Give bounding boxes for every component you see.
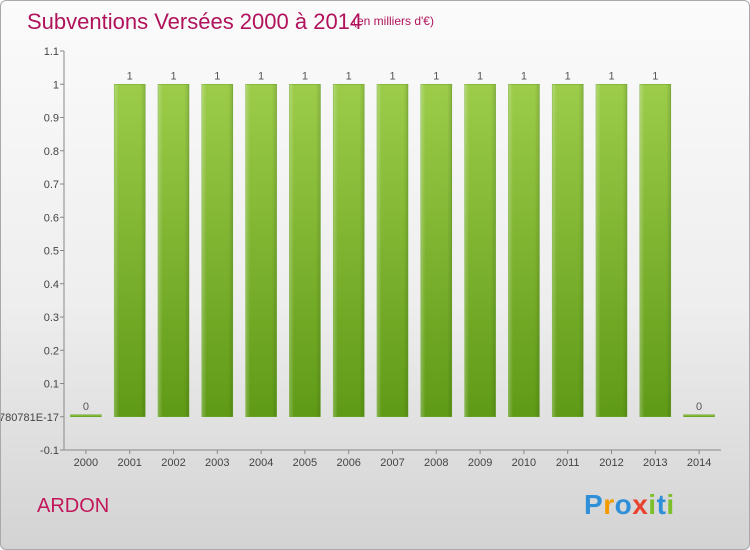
data-label: 1: [258, 70, 264, 82]
y-tick-label: 1.387778780781E-17: [1, 412, 59, 424]
bar-shade: [464, 84, 496, 417]
bar-shade: [420, 84, 452, 417]
x-tick-label: 2000: [74, 457, 98, 469]
logo-letter: t: [656, 489, 667, 520]
y-tick-label: -0.1: [40, 445, 59, 457]
data-label: 1: [565, 70, 571, 82]
y-tick-label: 1: [53, 79, 59, 91]
logo-letter: o: [614, 489, 633, 520]
y-tick-label: 0.2: [44, 345, 59, 357]
y-tick-label: 0.8: [44, 146, 59, 158]
data-label: 1: [652, 70, 658, 82]
bar-shade: [508, 84, 540, 417]
bar-shade: [377, 84, 408, 417]
unit-note: (en milliers d'€): [353, 14, 434, 28]
chart-axes: -0.1 1.387778780781E-17 0.1 0.2 0.3 0.4 0.5 0.6…: [1, 46, 721, 457]
x-tick-label: 2001: [117, 457, 141, 469]
bar-shade: [114, 84, 146, 417]
data-label: 1: [433, 70, 439, 82]
logo-letter: x: [632, 489, 649, 520]
bar-shade: [639, 84, 671, 417]
bar-shade: [245, 84, 277, 417]
y-tick-label: 0.4: [44, 279, 59, 291]
x-tick-label: 2010: [512, 457, 536, 469]
bar-shade: [158, 84, 189, 417]
x-tick-label: 2013: [643, 457, 667, 469]
y-tick-label: 0.9: [44, 113, 59, 125]
y-tick-label: 0.5: [44, 246, 59, 258]
x-tick-label: 2007: [380, 457, 404, 469]
data-label: 1: [521, 70, 527, 82]
y-tick-label: 0.1: [44, 379, 59, 391]
bar-shade: [201, 84, 233, 417]
data-label: 1: [214, 70, 220, 82]
x-tick-label: 2006: [336, 457, 360, 469]
x-tick-label: 2014: [687, 457, 711, 469]
data-label: 1: [608, 70, 614, 82]
city-name: ARDON: [37, 495, 110, 517]
x-tick-label: 2011: [556, 457, 580, 469]
y-tick-label: 1.1: [44, 46, 59, 58]
logo-letter: r: [603, 489, 615, 520]
x-tick-label: 2005: [293, 457, 317, 469]
x-tick-label: 2008: [424, 457, 448, 469]
data-label: 1: [389, 70, 395, 82]
x-tick-label: 2002: [161, 457, 185, 469]
x-tick-label: 2004: [249, 457, 273, 469]
logo-letter: i: [648, 489, 657, 520]
logo-letter: i: [666, 489, 675, 520]
logo-letter: P: [584, 489, 604, 520]
bar: [70, 414, 102, 417]
bar-shade: [552, 84, 584, 417]
data-label: 1: [127, 70, 133, 82]
bar-shade: [289, 84, 321, 417]
bar: [683, 414, 715, 417]
y-tick-label: 0.6: [44, 212, 59, 224]
proxiti-logo: Proxiti: [584, 489, 675, 521]
x-tick-label: 2009: [468, 457, 492, 469]
chart-bars: [70, 84, 715, 417]
data-label: 0: [696, 401, 702, 413]
y-tick-label: 0.7: [44, 179, 59, 191]
data-label: 1: [302, 70, 308, 82]
bar-shade: [596, 84, 627, 417]
data-label: 1: [346, 70, 352, 82]
chart-title: Subventions Versées 2000 à 2014: [27, 9, 363, 34]
data-label: 1: [477, 70, 483, 82]
x-tick-label: 2003: [205, 457, 229, 469]
data-label: 1: [170, 70, 176, 82]
chart-labels: 2000 0 2001 1 2002 1 2003 1 2004 1 2005 1 2006 1 2007 1…: [74, 70, 712, 469]
data-label: 0: [83, 401, 89, 413]
x-tick-label: 2012: [599, 457, 623, 469]
y-tick-label: 0.3: [44, 312, 59, 324]
bar-shade: [333, 84, 365, 417]
